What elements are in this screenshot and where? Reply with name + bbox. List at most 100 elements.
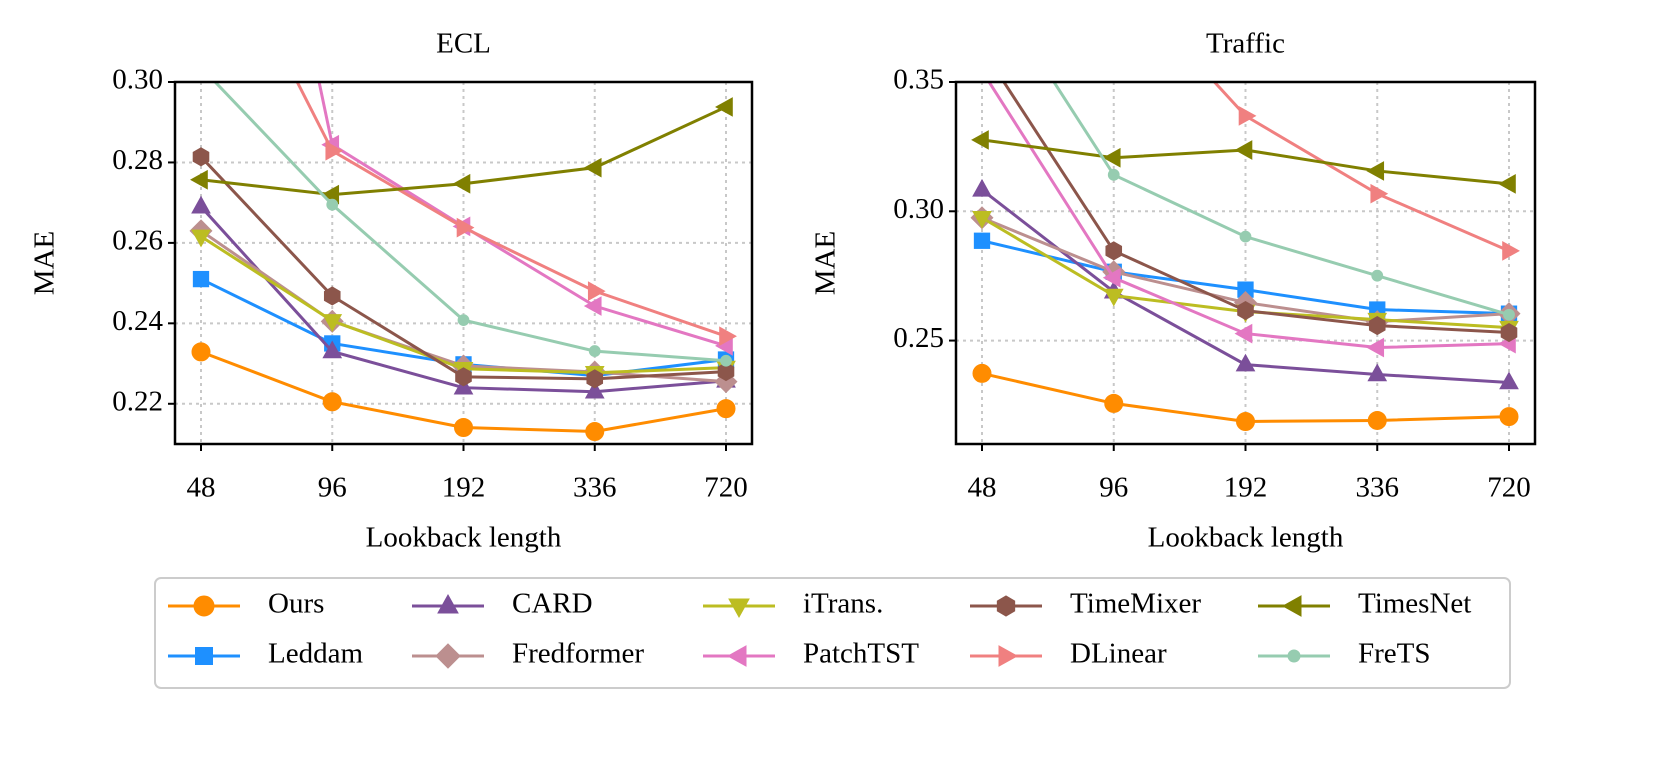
- x-axis-label: Lookback length: [366, 522, 562, 554]
- marker: [587, 281, 606, 302]
- marker: [322, 340, 343, 359]
- marker: [1238, 106, 1257, 126]
- x-tick-label: 336: [573, 472, 617, 504]
- marker: [191, 195, 211, 214]
- series-line: [200, 235, 727, 375]
- marker: [717, 362, 735, 382]
- legend-label: DLinear: [1070, 638, 1167, 670]
- marker: [1366, 337, 1385, 358]
- marker: [728, 598, 750, 619]
- marker: [322, 392, 342, 412]
- marker: [972, 210, 992, 229]
- marker: [726, 645, 747, 667]
- marker: [326, 198, 339, 211]
- marker: [583, 157, 602, 178]
- marker: [996, 595, 1016, 617]
- marker: [973, 232, 991, 249]
- chart-title: ECL: [436, 28, 491, 60]
- y-axis-label: MAE: [29, 231, 61, 295]
- legend-label: Leddam: [268, 638, 363, 670]
- legend-label: CARD: [512, 588, 593, 620]
- marker: [1236, 412, 1255, 432]
- marker: [588, 345, 601, 357]
- marker: [1498, 174, 1516, 194]
- marker: [586, 369, 604, 389]
- marker: [585, 422, 605, 442]
- marker: [325, 140, 344, 161]
- marker: [195, 647, 213, 665]
- y-tick-label: 0.26: [112, 225, 163, 257]
- x-axis-label: Lookback length: [1148, 522, 1344, 554]
- marker: [971, 130, 989, 150]
- marker: [193, 595, 215, 617]
- marker: [1237, 300, 1254, 321]
- y-tick-label: 0.30: [893, 193, 944, 225]
- marker: [1239, 230, 1252, 243]
- marker: [192, 147, 210, 167]
- marker: [1235, 353, 1256, 372]
- marker: [1104, 393, 1124, 413]
- marker: [196, 62, 207, 73]
- marker: [452, 173, 471, 194]
- marker: [972, 62, 988, 80]
- marker: [998, 645, 1019, 667]
- marker: [1287, 649, 1301, 663]
- marker: [1503, 308, 1515, 321]
- y-tick-label: 0.22: [112, 385, 163, 417]
- marker: [323, 286, 341, 306]
- marker: [435, 643, 461, 669]
- axes-frame: [954, 80, 1537, 446]
- marker: [437, 593, 459, 614]
- y-tick-label: 0.28: [112, 144, 163, 176]
- marker: [1499, 371, 1519, 390]
- marker: [716, 399, 736, 419]
- x-tick-label: 192: [1224, 472, 1268, 504]
- x-tick-label: 336: [1356, 472, 1400, 504]
- marker: [974, 39, 990, 57]
- legend-label: PatchTST: [803, 638, 919, 670]
- y-axis-label: MAE: [810, 231, 842, 295]
- marker: [454, 418, 473, 438]
- marker: [1281, 595, 1302, 617]
- y-tick-label: 0.25: [893, 322, 944, 354]
- x-tick-label: 192: [442, 472, 486, 504]
- x-tick-label: 720: [704, 472, 748, 504]
- marker: [1499, 407, 1519, 427]
- marker: [457, 314, 470, 327]
- axes-frame: [173, 80, 754, 446]
- x-tick-label: 720: [1487, 472, 1531, 504]
- plot-area: [970, 39, 1521, 432]
- x-tick-label: 96: [1099, 472, 1128, 504]
- marker: [1105, 241, 1123, 261]
- marker: [322, 314, 343, 332]
- legend-label: TimeMixer: [1070, 588, 1201, 620]
- marker: [1370, 183, 1389, 204]
- legend-label: iTrans.: [803, 588, 883, 620]
- chart-title: Traffic: [1206, 28, 1285, 60]
- marker: [715, 97, 733, 117]
- marker: [583, 296, 602, 316]
- marker: [1371, 269, 1384, 282]
- marker: [192, 270, 210, 288]
- marker: [972, 363, 992, 383]
- marker: [584, 380, 605, 399]
- y-tick-label: 0.30: [112, 64, 163, 96]
- y-tick-label: 0.24: [112, 305, 163, 337]
- legend-box: [154, 577, 1511, 689]
- marker: [190, 169, 208, 190]
- marker: [456, 217, 475, 238]
- marker: [191, 229, 211, 248]
- marker: [455, 367, 472, 387]
- marker: [720, 354, 732, 367]
- marker: [1102, 267, 1121, 288]
- marker: [719, 326, 737, 347]
- plot-area: [189, 62, 738, 442]
- marker: [1367, 410, 1387, 430]
- marker: [1367, 363, 1388, 382]
- legend-label: FreTS: [1358, 638, 1431, 670]
- legend-label: TimesNet: [1358, 588, 1471, 620]
- marker: [1102, 147, 1121, 168]
- marker: [1234, 323, 1253, 344]
- marker: [714, 370, 738, 394]
